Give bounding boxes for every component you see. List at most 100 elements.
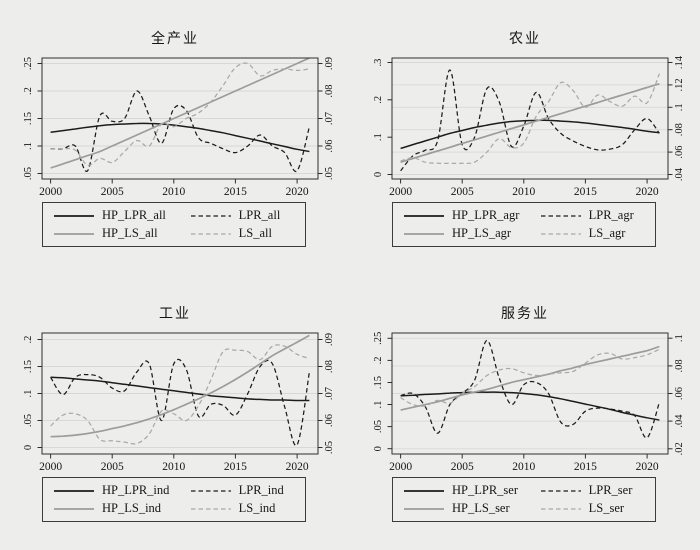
left-axis-tick-label: .1 — [23, 142, 34, 150]
legend-label: HP_LPR_ind — [102, 483, 170, 497]
legend-label: LS_all — [238, 226, 272, 240]
subplot-agriculture: 农业 0 .1 .2 .3 .04 .06 .08 .1 .12 .14 2000 2005 2010 2… — [350, 0, 700, 275]
legend-label: HP_LPR_all — [102, 208, 166, 222]
legend-label: LPR_agr — [588, 208, 634, 222]
legend-ser: HP_LPR_ser LPR_ser HP_LS_ser LS_ser — [392, 477, 656, 522]
x-axis-tick-label: 2020 — [636, 186, 659, 198]
x-axis-tick-label: 2005 — [101, 461, 124, 473]
legend-line-sample — [190, 489, 231, 492]
left-axis-tick-label: .2 — [23, 336, 34, 344]
plot-area-ind: 0 .05 .1 .15 .2 .05 .06 .07 .08 .09 2000 2005 2010 20… — [23, 332, 335, 473]
left-axis-tick-label: .3 — [373, 59, 384, 67]
right-axis-tick-label: .02 — [674, 442, 685, 455]
legend-label: LPR_ind — [238, 483, 284, 497]
subplot-services: 服务业 0 .05 .1 .15 .2 .25 .02 .04 .06 .08 .1 2000 2005… — [350, 275, 700, 550]
series-line-HP_LPR_ind — [50, 376, 310, 402]
series-line-LS_ind — [50, 344, 310, 445]
right-axis-tick-label: .07 — [324, 112, 335, 125]
series-line-HP_LPR_ser — [400, 391, 660, 421]
plot-box — [391, 57, 669, 180]
legend-label: LS_ind — [238, 501, 276, 515]
x-axis-tick-label: 2000 — [39, 186, 62, 198]
legend-ind: HP_LPR_ind LPR_ind HP_LS_ind LS_ind — [42, 477, 306, 522]
right-axis-tick-label: .07 — [324, 387, 335, 400]
legend-line-sample — [540, 214, 581, 217]
right-axis-tick-label: .04 — [674, 414, 685, 428]
legend-entry-HP_LS_ind: HP_LS_ind — [53, 501, 190, 516]
legend-label: LS_ser — [588, 501, 625, 515]
left-axis-tick-label: .05 — [23, 167, 34, 180]
left-axis-tick-label: 0 — [373, 172, 384, 177]
series-line-HP_LS_ser — [400, 345, 660, 411]
x-axis-tick-label: 2005 — [451, 186, 474, 198]
legend-label: HP_LS_ind — [102, 501, 162, 515]
legend-line-sample — [404, 507, 444, 510]
left-axis-tick-label: .1 — [373, 133, 384, 141]
right-axis-tick-label: .04 — [674, 167, 685, 181]
left-axis-tick-label: .05 — [23, 414, 34, 427]
x-axis-tick-label: 2000 — [389, 461, 412, 473]
left-axis-tick-label: .1 — [23, 390, 34, 398]
legend-label: HP_LS_all — [102, 226, 158, 240]
legend-entry-LPR_all: LPR_all — [190, 208, 297, 223]
right-axis-tick-label: .06 — [674, 387, 685, 400]
series-line-LPR_all — [50, 90, 311, 173]
legend-label: LPR_all — [238, 208, 281, 222]
left-axis-tick-label: .15 — [373, 376, 384, 389]
left-axis-tick-label: .25 — [373, 332, 384, 345]
right-axis-tick-label: .06 — [674, 146, 685, 159]
chart-title-agr: 农业 — [509, 32, 541, 47]
legend-entry-HP_LS_all: HP_LS_all — [53, 226, 190, 241]
chart-title-ind: 工业 — [159, 307, 191, 322]
series-line-HP_LPR_agr — [400, 119, 660, 150]
x-axis-tick-label: 2000 — [39, 461, 62, 473]
right-axis-tick-label: .05 — [324, 167, 335, 180]
x-axis-tick-label: 2010 — [512, 461, 535, 473]
legend-entry-LS_all: LS_all — [190, 226, 297, 241]
legend-line-sample — [54, 507, 94, 510]
right-axis-tick-label: .14 — [674, 55, 685, 69]
series-line-LS_all — [50, 62, 310, 167]
x-axis-tick-label: 2005 — [101, 186, 124, 198]
chart-title-ser: 服务业 — [501, 307, 549, 322]
x-axis-tick-label: 2015 — [224, 461, 247, 473]
right-axis-tick-label: .1 — [674, 103, 685, 111]
left-axis-tick-label: .1 — [373, 401, 384, 409]
legend-line-sample — [54, 489, 94, 492]
series-line-HP_LS_agr — [400, 82, 660, 164]
series-line-HP_LS_ind — [50, 334, 310, 438]
legend-line-sample — [540, 489, 581, 492]
series-line-HP_LPR_all — [50, 122, 310, 153]
right-axis-tick-label: .05 — [324, 441, 335, 454]
legend-line-sample — [190, 507, 231, 510]
right-axis-tick-label: .08 — [324, 84, 335, 97]
legend-all: HP_LPR_all LPR_all HP_LS_all LS_all — [42, 202, 306, 247]
legend-label: HP_LPR_agr — [452, 208, 520, 222]
legend-line-sample — [404, 214, 444, 217]
x-axis-tick-label: 2010 — [162, 461, 185, 473]
series-line-LS_ser — [400, 348, 660, 407]
x-axis-tick-label: 2020 — [286, 461, 309, 473]
right-axis-tick-label: .08 — [674, 359, 685, 372]
legend-entry-HP_LPR_agr: HP_LPR_agr — [403, 208, 540, 223]
right-axis-tick-label: .06 — [324, 139, 335, 152]
legend-entry-HP_LS_ser: HP_LS_ser — [403, 501, 540, 516]
x-axis-tick-label: 2010 — [162, 186, 185, 198]
legend-line-sample — [404, 489, 444, 492]
right-axis-tick-label: .09 — [324, 333, 335, 346]
plot-area-all: .05 .1 .15 .2 .25 .05 .06 .07 .08 .09 2000 2005 2010… — [23, 57, 335, 198]
legend-line-sample — [404, 232, 444, 235]
legend-entry-LS_ser: LS_ser — [540, 501, 647, 516]
left-axis-tick-label: .2 — [373, 356, 384, 364]
right-axis-tick-label: .08 — [324, 360, 335, 373]
x-axis-tick-label: 2020 — [286, 186, 309, 198]
x-axis-tick-label: 2015 — [574, 461, 597, 473]
legend-entry-LPR_ser: LPR_ser — [540, 483, 647, 498]
legend-label: LS_agr — [588, 226, 626, 240]
x-axis-tick-label: 2015 — [224, 186, 247, 198]
legend-label: HP_LS_agr — [452, 226, 512, 240]
x-axis-tick-label: 2000 — [389, 186, 412, 198]
legend-label: LPR_ser — [588, 483, 633, 497]
legend-agr: HP_LPR_agr LPR_agr HP_LS_agr LS_agr — [392, 202, 656, 247]
